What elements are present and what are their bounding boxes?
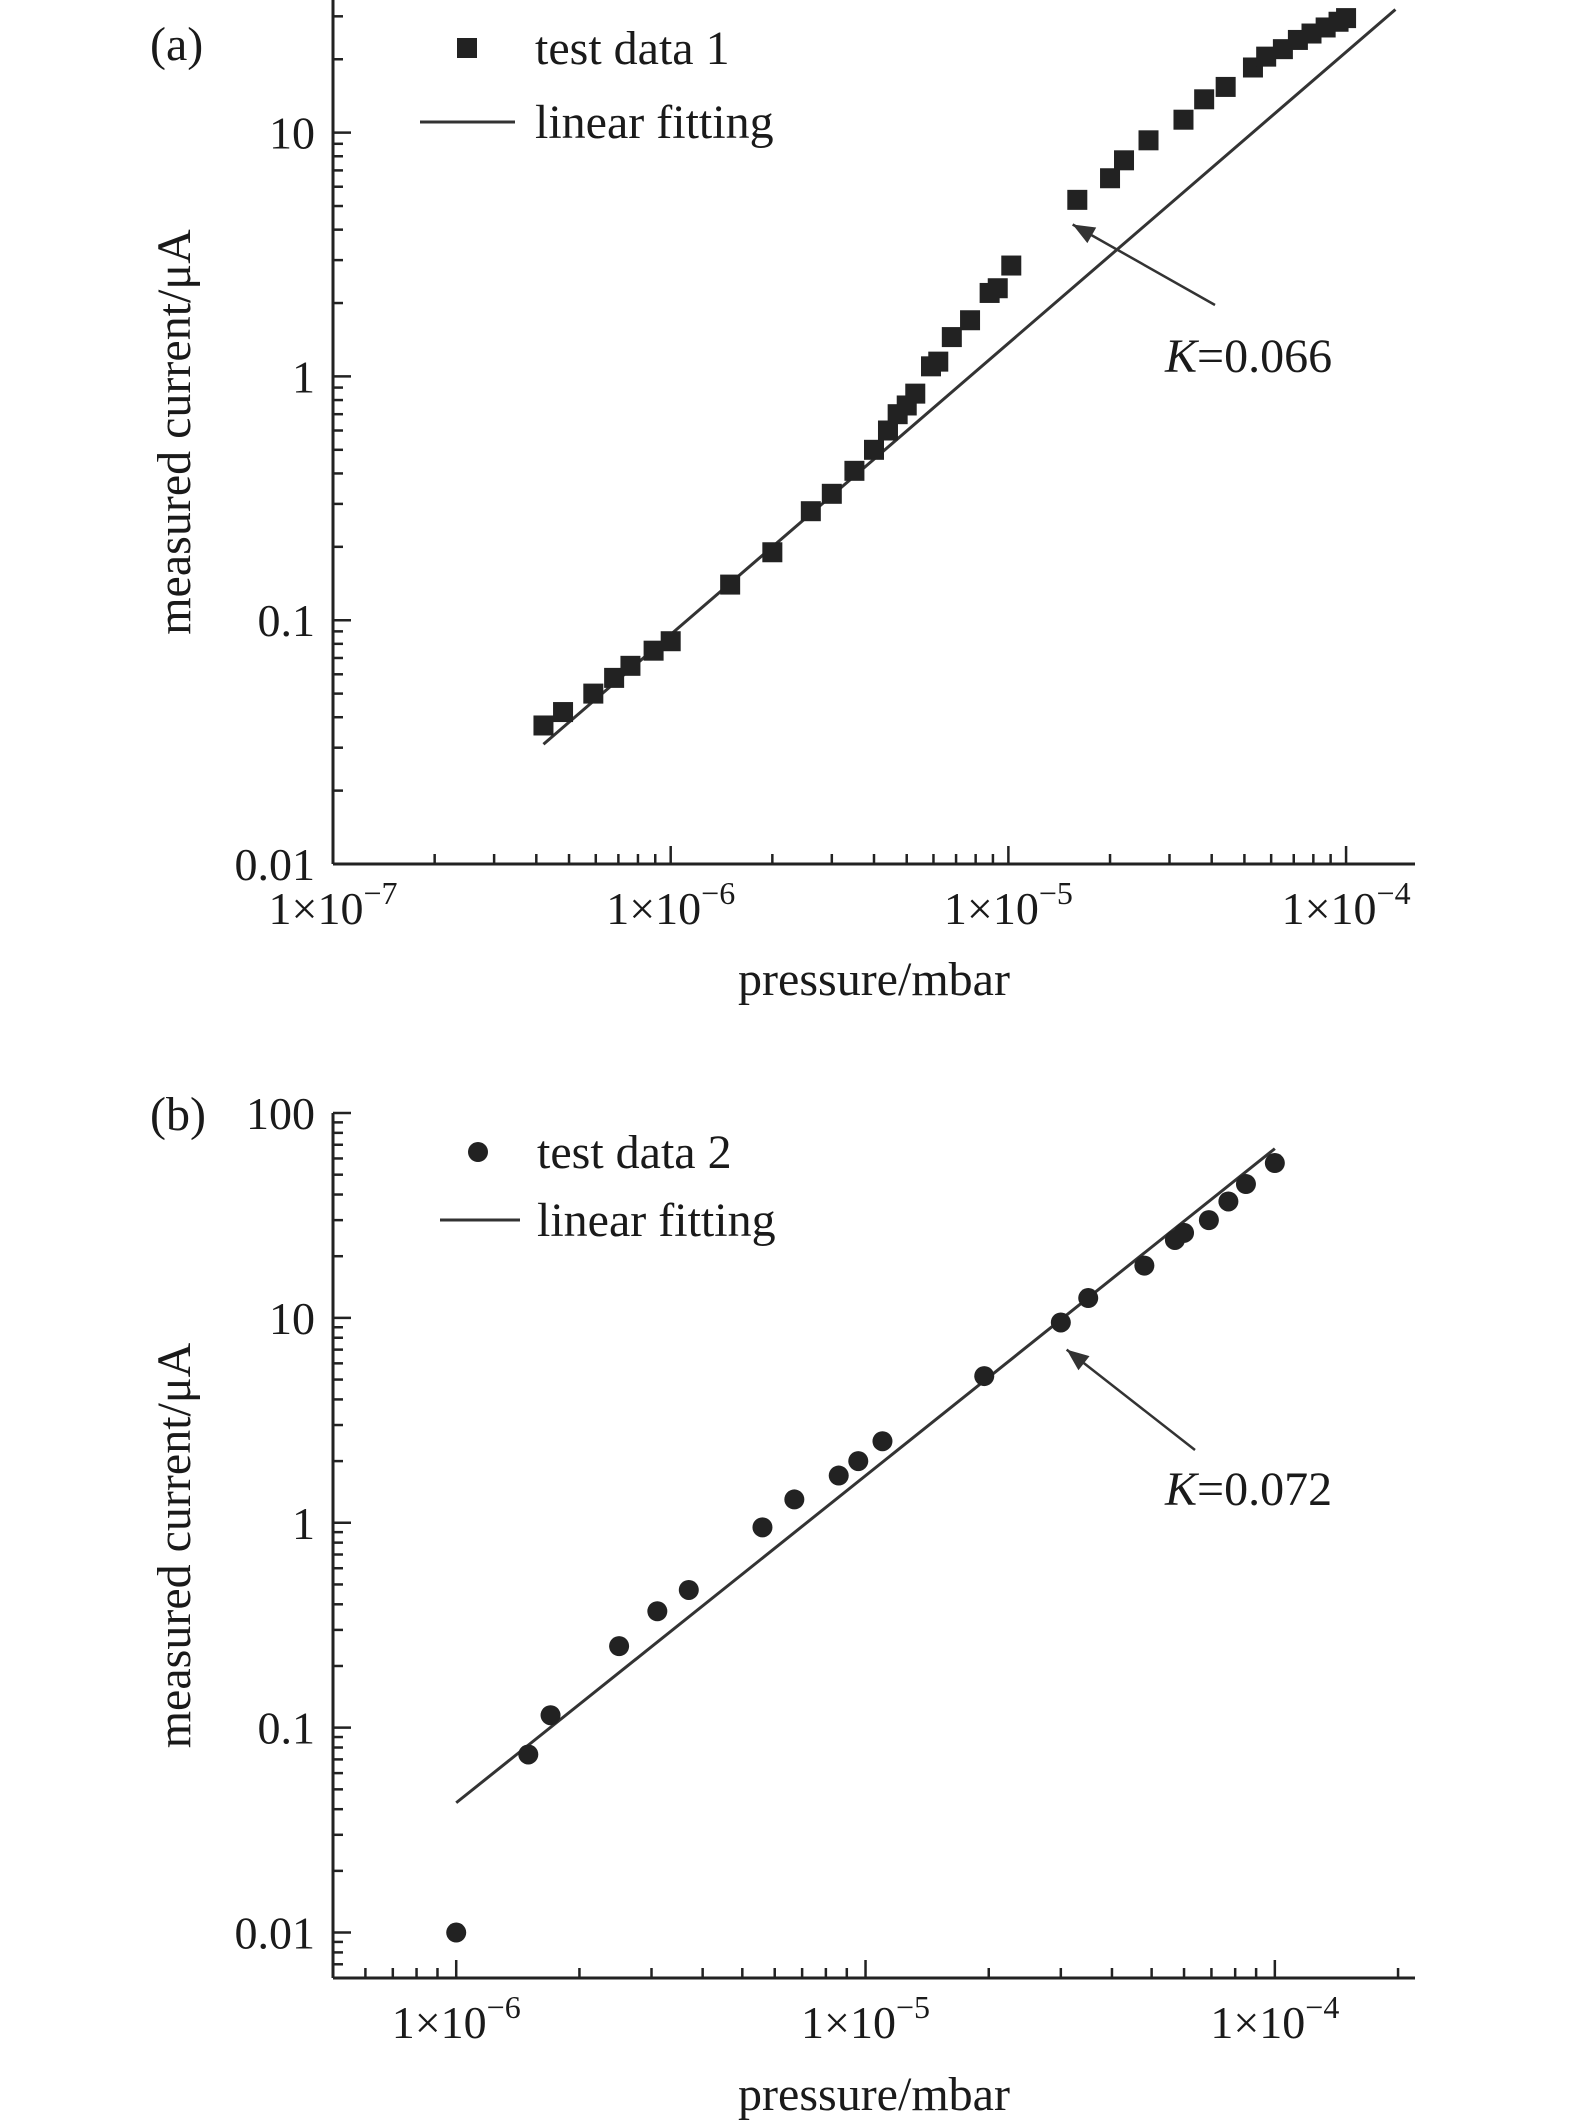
x-tick-label: 1×10−5 — [944, 875, 1073, 934]
data-point — [1194, 89, 1215, 110]
y-tick-label: 10 — [269, 108, 315, 159]
data-point — [1264, 1153, 1285, 1174]
data-point — [762, 542, 783, 563]
legend-label: linear fitting — [535, 96, 774, 149]
data-point — [660, 631, 681, 652]
data-point — [643, 640, 664, 661]
data-point — [1218, 1191, 1239, 1212]
data-point — [844, 460, 865, 481]
legend-marker — [457, 38, 477, 58]
y-tick-label: 10 — [269, 1293, 315, 1344]
data-point — [1215, 76, 1236, 97]
data-point — [647, 1601, 668, 1622]
data-point — [620, 655, 641, 676]
chart-panel-b: 1×10−6 1×10−5 1×10−4 0.01 0.1 1 10 100 pressure/… — [148, 1088, 1415, 2121]
annotation-text: K=0.066 — [1164, 330, 1332, 383]
data-point — [821, 483, 842, 504]
data-point — [1235, 1174, 1256, 1195]
data-point — [1134, 1255, 1155, 1276]
data-point — [540, 1705, 561, 1726]
data-point — [960, 310, 981, 331]
x-tick-label: 1×10−6 — [606, 875, 735, 934]
data-point — [518, 1744, 539, 1765]
y-axis-label: measured current/μA — [148, 229, 201, 635]
data-point — [877, 420, 898, 441]
legend-label: test data 2 — [537, 1126, 732, 1179]
y-tick-label: 0.01 — [235, 839, 316, 890]
x-tick-label: 1×10−5 — [801, 1989, 930, 2048]
data-point — [720, 574, 741, 595]
data-point — [583, 683, 604, 704]
legend-marker — [468, 1142, 488, 1162]
legend-label: linear fitting — [537, 1194, 776, 1247]
x-tick-label: 1×10−4 — [1210, 1989, 1339, 2048]
data-point — [941, 327, 962, 348]
data-point — [1256, 46, 1277, 67]
data-point — [1336, 8, 1357, 29]
y-tick-label: 0.01 — [235, 1908, 316, 1959]
data-point — [533, 715, 554, 736]
y-axis-label: measured current/μA — [148, 1342, 201, 1748]
y-tick-label: 1 — [292, 1498, 315, 1549]
annotation-arrowhead — [1072, 224, 1097, 244]
y-tick-label: 0.1 — [258, 595, 316, 646]
x-tick-label: 1×10−4 — [1282, 875, 1411, 934]
data-point — [864, 439, 884, 460]
legend-label: test data 1 — [535, 22, 730, 75]
y-tick-label: 1 — [292, 351, 315, 402]
data-point — [987, 278, 1008, 299]
data-point — [1138, 130, 1159, 151]
x-tick-label: 1×10−7 — [269, 875, 398, 934]
data-point — [604, 667, 625, 688]
data-point — [828, 1465, 849, 1486]
data-point — [848, 1451, 869, 1472]
data-point — [784, 1489, 805, 1510]
annotation-arrow — [1072, 223, 1216, 307]
data-point — [1001, 255, 1022, 276]
fit-line — [542, 8, 1397, 746]
annotation-arrowhead — [1066, 1349, 1090, 1371]
x-axis-label: pressure/mbar — [738, 2068, 1010, 2121]
data-point — [446, 1922, 467, 1943]
data-point — [1067, 189, 1088, 210]
data-point — [678, 1579, 699, 1600]
data-point — [928, 351, 949, 372]
data-point — [752, 1517, 773, 1538]
annotation-arrow — [1065, 1348, 1196, 1451]
x-tick-label: 1×10−6 — [392, 1989, 521, 2048]
data-point — [553, 702, 574, 723]
panel-label: (a) — [150, 18, 203, 71]
x-axis-label: pressure/mbar — [738, 953, 1010, 1006]
data-point — [800, 501, 821, 522]
data-point — [1078, 1288, 1099, 1309]
data-point — [1050, 1312, 1071, 1333]
annotation-text: K=0.072 — [1164, 1463, 1332, 1516]
data-point — [872, 1431, 893, 1452]
y-tick-label: 0.1 — [258, 1703, 316, 1754]
data-point — [1100, 168, 1121, 189]
data-point — [1173, 109, 1194, 130]
data-point — [1198, 1210, 1219, 1231]
data-point — [974, 1366, 995, 1387]
data-point — [1114, 150, 1135, 171]
chart-panel-a: 1×10−7 1×10−6 1×10−5 1×10−4 0.01 0.1 1 10 pressu… — [148, 0, 1415, 1006]
y-tick-label: 100 — [246, 1088, 315, 1139]
data-point — [609, 1636, 630, 1657]
panel-label: (b) — [150, 1088, 206, 1141]
data-point — [905, 383, 926, 404]
data-point — [1174, 1222, 1195, 1243]
